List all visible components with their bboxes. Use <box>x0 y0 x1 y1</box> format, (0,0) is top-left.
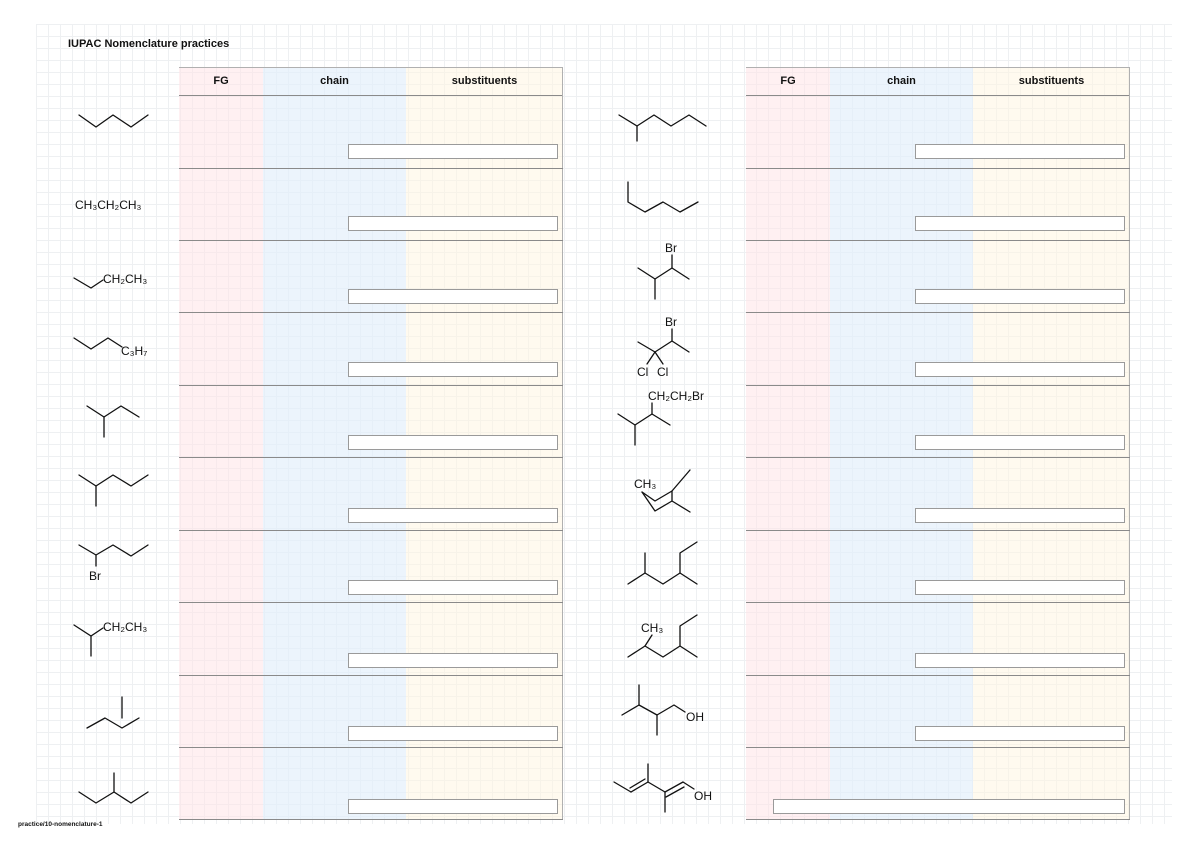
answer-field-left-10[interactable] <box>348 799 558 814</box>
row-divider <box>179 602 563 603</box>
table-right-edge <box>1129 67 1130 820</box>
row-divider <box>179 168 563 169</box>
answer-field-right-2[interactable] <box>915 216 1125 231</box>
row-divider <box>179 312 563 313</box>
table-top-rule <box>746 67 1130 68</box>
row-divider <box>746 168 1130 169</box>
row-divider <box>746 675 1130 676</box>
answer-field-left-4[interactable] <box>348 362 558 377</box>
answer-field-right-6[interactable] <box>915 508 1125 523</box>
answer-field-right-3[interactable] <box>915 289 1125 304</box>
answer-field-right-1[interactable] <box>915 144 1125 159</box>
answer-field-left-3[interactable] <box>348 289 558 304</box>
header-chain: chain <box>320 75 349 87</box>
answer-field-left-9[interactable] <box>348 726 558 741</box>
answer-field-right-7[interactable] <box>915 580 1125 595</box>
answer-field-right-9[interactable] <box>915 726 1125 741</box>
answer-field-left-7[interactable] <box>348 580 558 595</box>
fg-column <box>746 67 830 820</box>
header-fg: FG <box>213 75 229 87</box>
answer-field-right-5[interactable] <box>915 435 1125 450</box>
table-top-rule <box>179 67 563 68</box>
row-divider <box>746 312 1130 313</box>
table-right-edge <box>562 67 563 820</box>
row-divider <box>746 602 1130 603</box>
row-divider <box>746 385 1130 386</box>
row-divider <box>746 240 1130 241</box>
row-divider <box>179 385 563 386</box>
row-divider <box>179 747 563 748</box>
row-divider <box>746 747 1130 748</box>
row-divider <box>746 530 1130 531</box>
row-divider <box>746 819 1130 820</box>
row-divider <box>179 819 563 820</box>
row-divider <box>179 240 563 241</box>
header-rule <box>746 95 1130 96</box>
answer-field-left-1[interactable] <box>348 144 558 159</box>
row-divider <box>746 457 1130 458</box>
page-title: IUPAC Nomenclature practices <box>68 38 230 50</box>
header-chain: chain <box>887 75 916 87</box>
header-substituents: substituents <box>451 75 518 87</box>
answer-field-left-6[interactable] <box>348 508 558 523</box>
row-divider <box>179 530 563 531</box>
answer-field-right-4[interactable] <box>915 362 1125 377</box>
header-fg: FG <box>780 75 796 87</box>
fg-column <box>179 67 263 820</box>
answer-field-left-2[interactable] <box>348 216 558 231</box>
page-footer: practice/10-nomenclature-1 <box>18 821 103 828</box>
answer-field-left-8[interactable] <box>348 653 558 668</box>
header-rule <box>179 95 563 96</box>
answer-field-left-5[interactable] <box>348 435 558 450</box>
header-substituents: substituents <box>1018 75 1085 87</box>
answer-field-right-10[interactable] <box>773 799 1125 814</box>
row-divider <box>179 457 563 458</box>
answer-field-right-8[interactable] <box>915 653 1125 668</box>
row-divider <box>179 675 563 676</box>
